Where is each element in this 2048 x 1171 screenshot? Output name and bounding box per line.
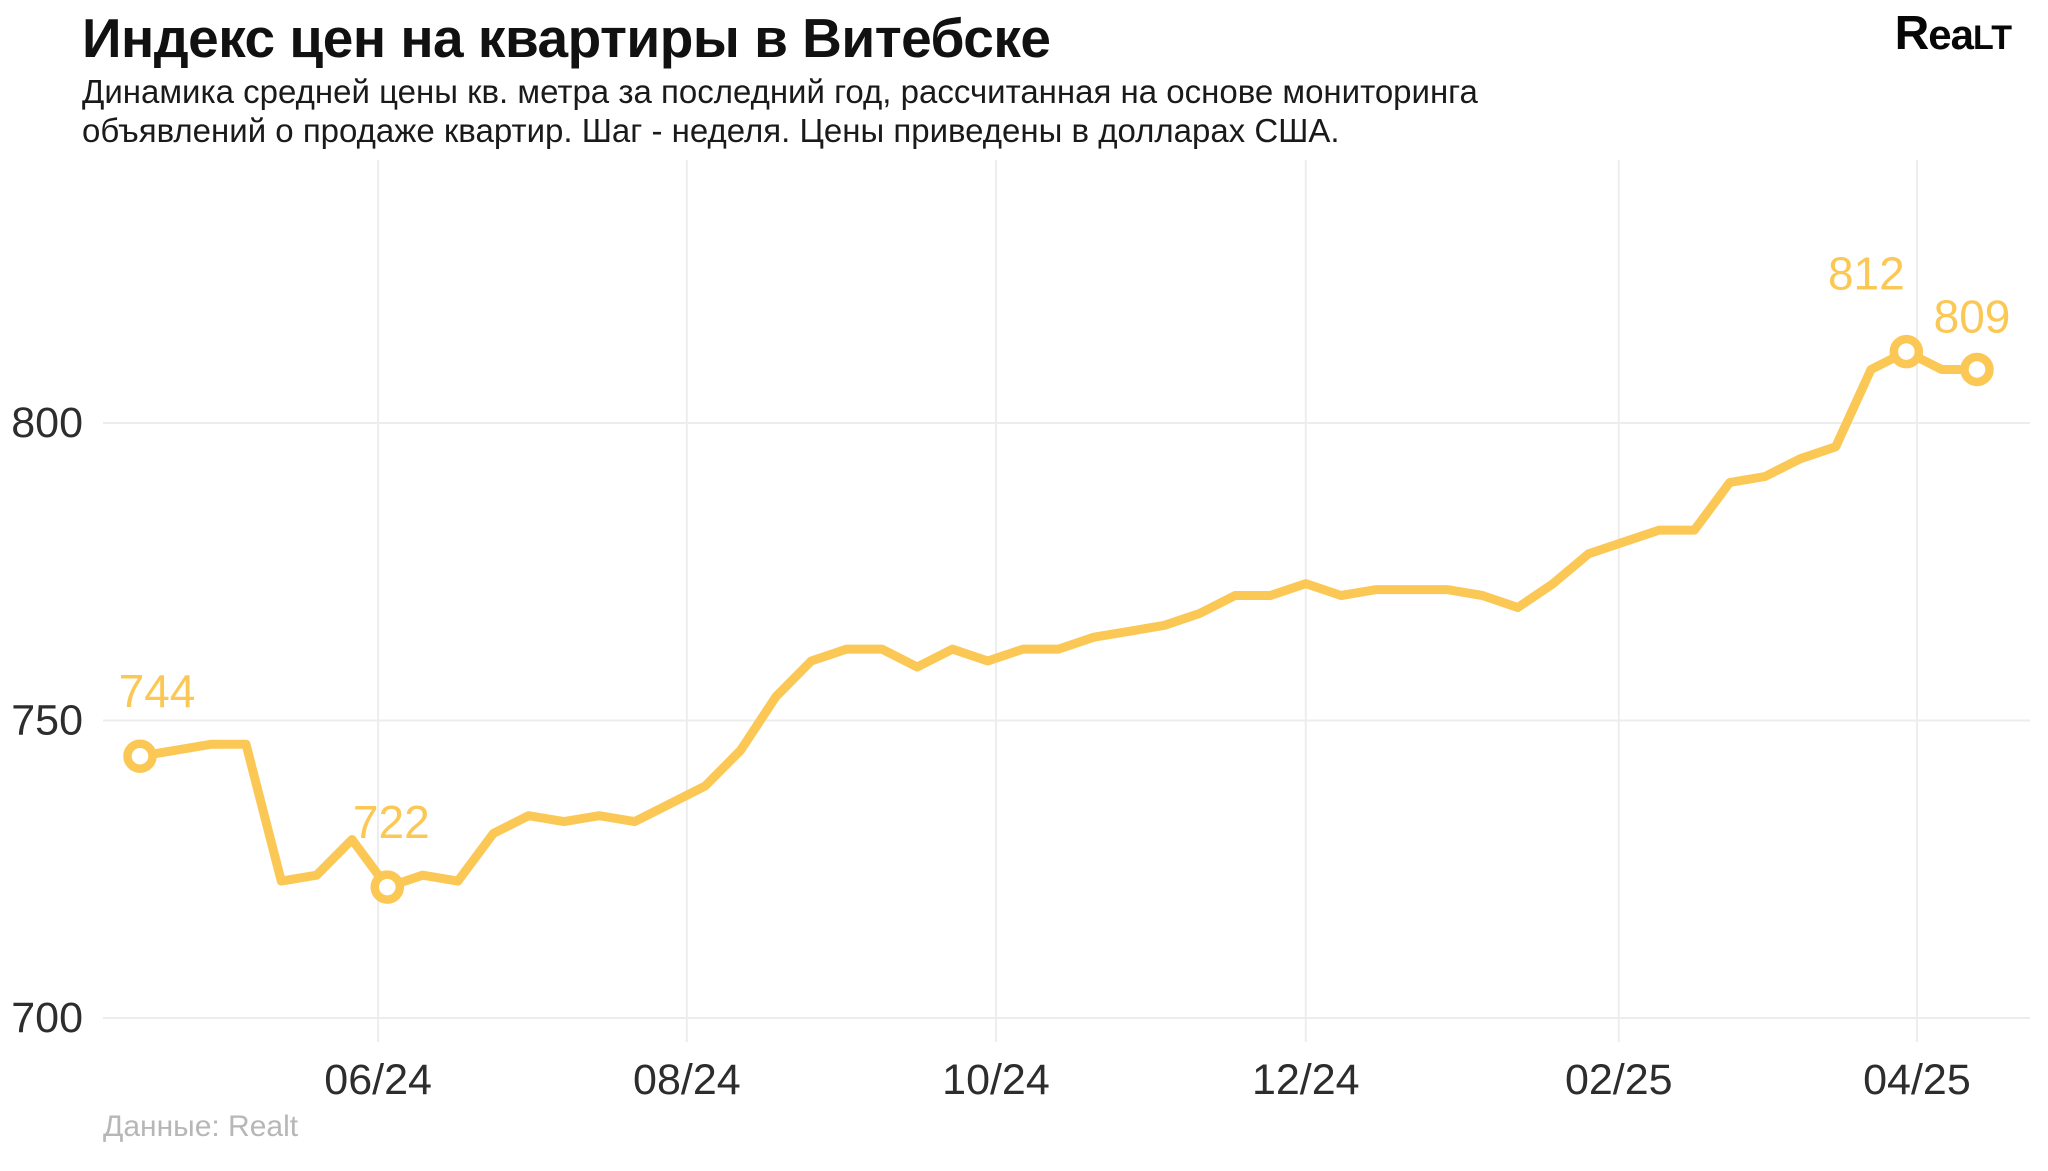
logo-letters-lt: LT	[1972, 19, 2012, 57]
logo-letters-ea: ea	[1928, 11, 1974, 58]
data-source-note: Данные: Realt	[103, 1110, 299, 1143]
point-marker-812	[1889, 334, 1924, 369]
page-title: Индекс цен на квартиры в Витебске	[82, 7, 1051, 69]
x-tick-label: 12/24	[1252, 1056, 1360, 1104]
y-tick-label: 800	[11, 399, 83, 447]
chart-subtitle: Динамика средней цены кв. метра за после…	[82, 72, 1478, 150]
y-tick-label: 700	[11, 994, 83, 1042]
point-marker-722	[370, 870, 405, 904]
realt-logo: ReaLT	[1895, 6, 2012, 61]
subtitle-line-1: Динамика средней цены кв. метра за после…	[82, 73, 1478, 110]
logo-letter-r: R	[1894, 7, 1930, 60]
point-marker-744	[123, 739, 157, 773]
data-label-809: 809	[1934, 290, 2011, 342]
x-tick-label: 10/24	[942, 1056, 1050, 1104]
y-tick-label: 750	[11, 697, 83, 745]
point-marker-809	[1960, 352, 1994, 387]
data-label-812: 812	[1828, 248, 1905, 300]
data-label-744: 744	[119, 665, 196, 717]
price-line	[135, 347, 1982, 892]
x-tick-label: 06/24	[324, 1056, 432, 1104]
x-tick-label: 04/25	[1863, 1056, 1971, 1104]
x-tick-label: 02/25	[1565, 1056, 1673, 1104]
subtitle-line-2: объявлений о продаже квартир. Шаг - неде…	[82, 112, 1340, 149]
data-label-722: 722	[353, 796, 430, 848]
x-tick-label: 08/24	[633, 1056, 741, 1104]
